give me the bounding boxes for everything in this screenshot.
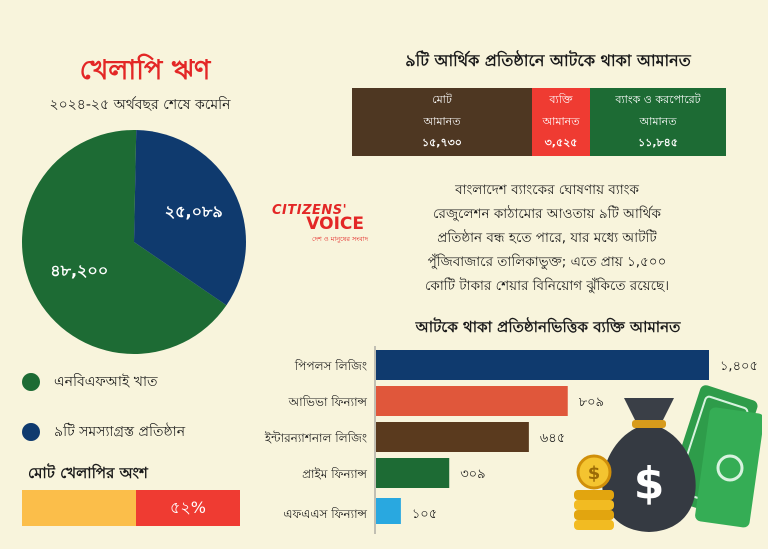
share-bar: ৫২% — [22, 490, 240, 526]
bar-value-label-4: ১০৫ — [412, 507, 437, 522]
bar-1 — [376, 386, 568, 416]
deposit-individual-value: ৩,৫২৫ — [544, 136, 578, 150]
description-line: বাংলাদেশ ব্যাংকের ঘোষণায় ব্যাংক — [455, 182, 639, 198]
deposit-total-value: ১৫,৭৩০ — [422, 136, 462, 150]
legend-swatch-nbfi — [22, 373, 40, 391]
deposit-corporate-value: ১১,৮৪৫ — [638, 136, 678, 150]
bar-4 — [376, 498, 401, 524]
deposit-total-label2: আমানত — [423, 114, 461, 128]
money-bag-illustration: $ $ — [574, 385, 762, 532]
pie-value-label-1: ২৫,০৮৯ — [165, 202, 223, 221]
share-title: মোট খেলাপির অংশ — [28, 464, 148, 482]
bar-value-label-0: ১,৪০৫ — [720, 359, 758, 374]
bar-category-label-0: পিপলস লিজিং — [294, 359, 367, 373]
bar-3 — [376, 458, 450, 488]
bar-2 — [376, 422, 529, 452]
deposit-title: ৯টি আর্থিক প্রতিষ্ঠানে আটকে থাকা আমানত — [405, 51, 691, 70]
deposit-table: মোট আমানত ১৫,৭৩০ ব্যক্তি আমানত ৩,৫২৫ ব্য… — [352, 88, 726, 156]
description-line: প্রতিষ্ঠান বন্ধ হতে পারে, যার মধ্যে আটটি — [437, 230, 657, 246]
description: বাংলাদেশ ব্যাংকের ঘোষণায় ব্যাংক রেজুলেশ… — [402, 178, 692, 298]
bar-category-label-3: প্রাইম ফিন্যান্স — [302, 467, 367, 481]
left-title: খেলাপি ঋণ — [79, 55, 211, 86]
bar-category-label-4: এফএএস ফিন্যান্স — [283, 507, 367, 521]
left-subtitle: ২০২৪-২৫ অর্থবছর শেষে কমেনি — [49, 97, 231, 113]
money-bag-icon: $ — [602, 398, 696, 532]
legend-swatch-troubled — [22, 423, 40, 441]
bar-value-label-2: ৬৪৫ — [540, 431, 565, 446]
logo-tagline: দেশ ও মানুষের সংবাদ — [311, 235, 368, 243]
deposit-individual-cell: ব্যক্তি আমানত ৩,৫২৫ — [532, 88, 590, 156]
legend-item-nbfi: এনবিএফআই খাত — [22, 370, 158, 394]
description-line: কোটি টাকার শেয়ার বিনিয়োগ ঝুঁকিতে রয়েছ… — [424, 278, 670, 294]
logo-line2: VOICE — [306, 214, 364, 234]
pie-slice-1 — [134, 130, 247, 306]
deposit-corporate-label2: আমানত — [639, 114, 677, 128]
pie-value-label-0: ৪৮,২০০ — [50, 261, 108, 280]
deposit-individual-label1: ব্যক্তি — [549, 92, 573, 106]
deposit-corporate-cell: ব্যাংক ও করপোরেট আমানত ১১,৮৪৫ — [590, 88, 726, 156]
coins-icon: $ — [574, 454, 614, 530]
deposit-total-label1: মোট — [432, 92, 452, 106]
svg-text:$: $ — [588, 463, 601, 484]
description-line: পুঁজিবাজারে তালিকাভুক্ত; এতে প্রায় ১,৫০… — [427, 254, 667, 270]
share-bar-rest — [22, 490, 136, 526]
bar-category-label-1: আভিভা ফিন্যান্স — [288, 395, 368, 409]
citizens-voice-logo: CITIZENS' VOICE দেশ ও মানুষের সংবাদ — [272, 203, 382, 245]
bar-chart: পিপলস লিজিং ১,৪০৫ আভিভা ফিন্যান্স ৮০৯ ইন্টার… — [264, 346, 758, 534]
logo-line1: CITIZENS' — [272, 203, 348, 218]
share-bar-label: ৫২% — [136, 490, 240, 526]
deposit-total-cell: মোট আমানত ১৫,৭৩০ — [352, 88, 532, 156]
bar-category-label-2: ইন্টারন্যাশনাল লিজিং — [264, 431, 367, 445]
pie-chart: ৪৮,২০০ ২৫,০৮৯ — [22, 129, 247, 354]
pie-slice-0 — [22, 129, 227, 354]
description-line: রেজুলেশন কাঠামোর আওতায় ৯টি আর্থিক — [433, 206, 661, 222]
dollar-sign-icon: $ — [634, 458, 665, 509]
legend-label-nbfi: এনবিএফআই খাত — [54, 374, 158, 390]
deposit-individual-label2: আমানত — [542, 114, 580, 128]
legend-item-troubled: ৯টি সমস্যাগ্রস্ত প্রতিষ্ঠান — [22, 420, 185, 444]
bar-chart-title: আটকে থাকা প্রতিষ্ঠানভিত্তিক ব্যক্তি আমান… — [415, 318, 681, 336]
legend-label-troubled: ৯টি সমস্যাগ্রস্ত প্রতিষ্ঠান — [54, 424, 186, 440]
deposit-corporate-label1: ব্যাংক ও করপোরেট — [615, 92, 701, 106]
bar-0 — [376, 350, 709, 380]
bar-value-label-3: ৩০৯ — [460, 467, 485, 482]
bar-value-label-1: ৮০৯ — [579, 395, 604, 410]
